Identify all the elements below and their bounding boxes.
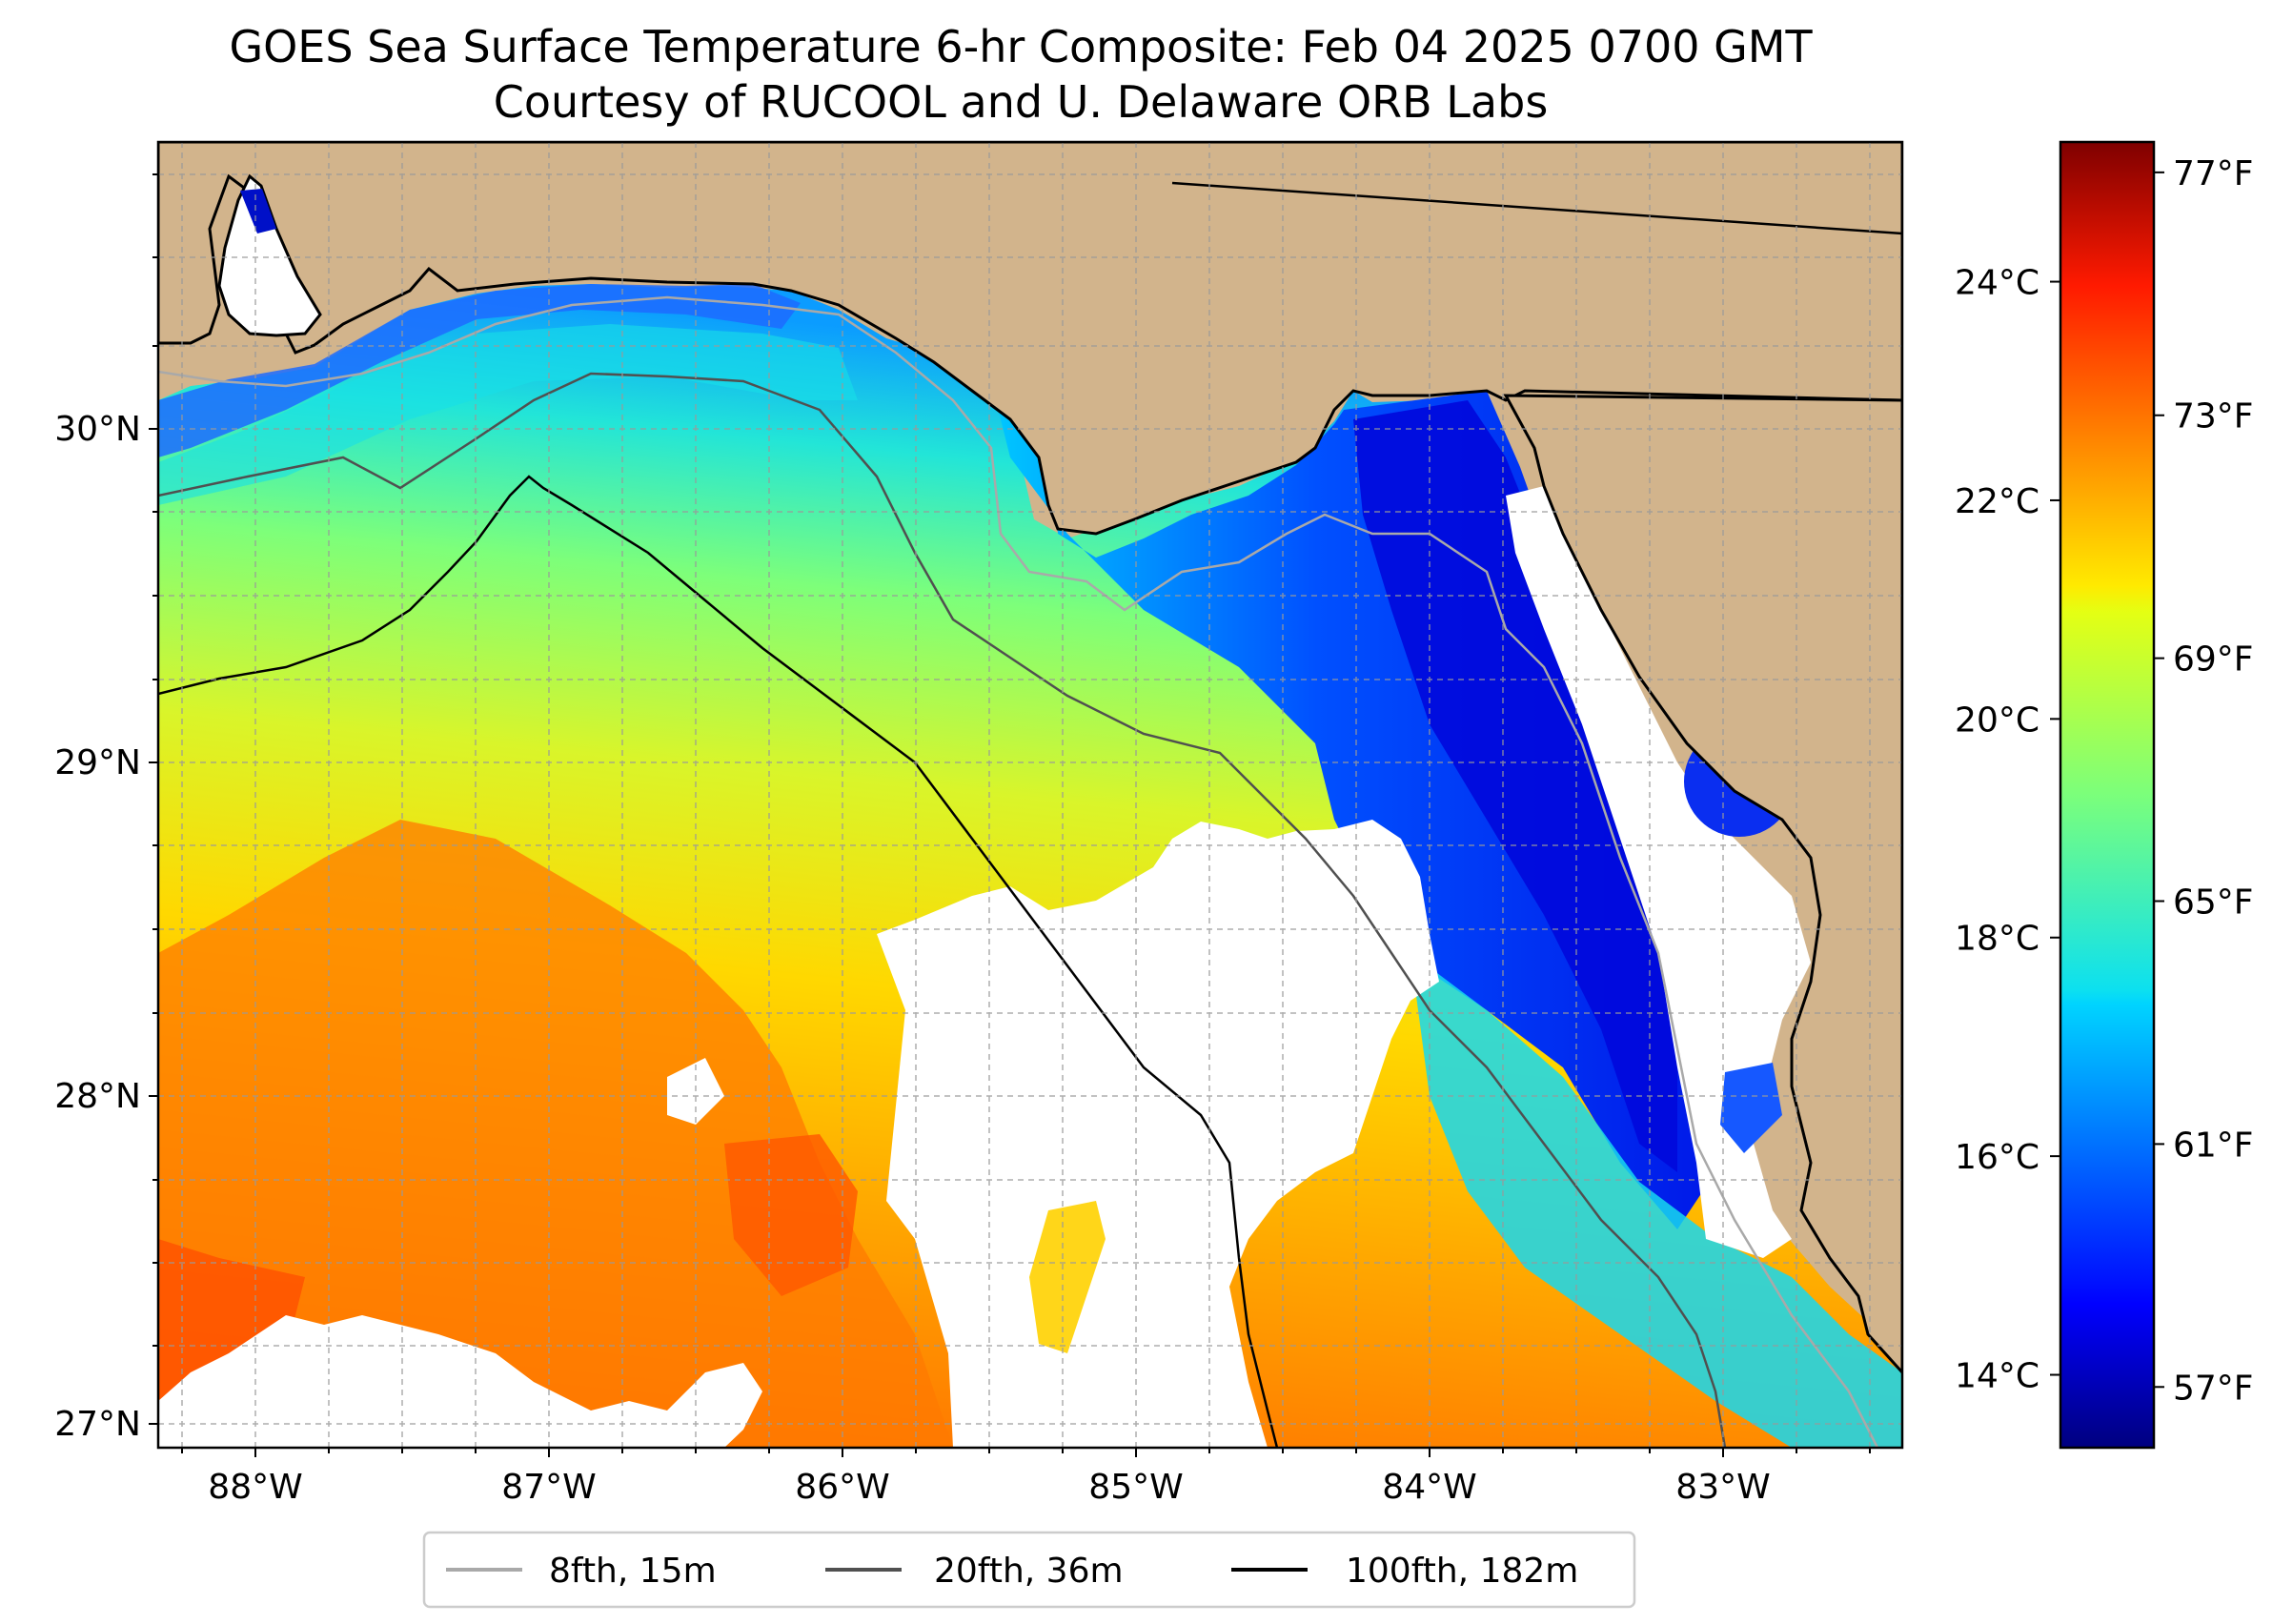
colorbar-celsius-axis: 24°C 22°C 20°C 18°C 16°C 14°C (1955, 264, 2060, 1396)
land-florida (1503, 394, 1902, 1375)
colorbar-fahrenheit-label: 77°F (2173, 154, 2254, 193)
lat-tick-marks (149, 173, 158, 1425)
lon-label-84w: 84°W (1382, 1468, 1476, 1507)
colorbar-fahrenheit-label: 73°F (2173, 397, 2254, 436)
lat-label-28: 28°N (54, 1077, 141, 1116)
warm-water (158, 820, 953, 1448)
cloud-mask-central (877, 820, 1439, 1448)
colorbar-celsius-label: 24°C (1955, 264, 2039, 303)
lon-label-85w: 85°W (1088, 1468, 1183, 1507)
cloud-mask-south (158, 1315, 762, 1448)
colorbar-fahrenheit-label: 61°F (2173, 1126, 2254, 1165)
lon-label-86w: 86°W (795, 1468, 889, 1507)
legend-label-8fth: 8fth, 15m (549, 1552, 717, 1591)
lon-tick-marks (181, 1448, 1871, 1457)
colorbar-celsius-label: 16°C (1955, 1138, 2039, 1177)
colorbar-fahrenheit-label: 57°F (2173, 1369, 2254, 1408)
colorbar-fahrenheit-axis: 77°F 73°F 69°F 65°F 61°F 57°F (2154, 154, 2254, 1408)
map-area (158, 142, 1902, 1448)
colorbar-celsius-label: 20°C (1955, 700, 2039, 740)
graticule (158, 142, 1902, 1448)
isobath-100fth (158, 475, 1279, 1448)
colorbar-celsius-label: 14°C (1955, 1357, 2039, 1396)
coastal-cold-water (158, 284, 801, 457)
map-title-line2: Courtesy of RUCOOL and U. Delaware ORB L… (494, 76, 1549, 128)
lon-label-83w: 83°W (1675, 1468, 1770, 1507)
isobath-8fth (158, 295, 1879, 1448)
map-title-line1: GOES Sea Surface Temperature 6-hr Compos… (229, 21, 1813, 72)
map-frame (156, 140, 1904, 1450)
lon-label-87w: 87°W (501, 1468, 596, 1507)
legend-label-100fth: 100fth, 182m (1346, 1552, 1578, 1591)
colorbar-celsius-label: 22°C (1955, 482, 2039, 521)
lat-label-29: 29°N (54, 743, 141, 782)
legend-box (422, 1531, 1636, 1609)
lat-label-30: 30°N (54, 410, 141, 449)
lon-label-88w: 88°W (208, 1468, 302, 1507)
colorbar-fahrenheit-label: 65°F (2173, 883, 2254, 923)
mobile-bay (217, 173, 322, 337)
legend: 8fth, 15m 20fth, 36m 100fth, 182m (422, 1531, 1636, 1609)
lat-label-27: 27°N (54, 1405, 141, 1444)
isobath-20fth (158, 372, 1727, 1448)
colorbar (2059, 140, 2156, 1450)
colorbar-fahrenheit-label: 69°F (2173, 640, 2254, 680)
cloud-mask-florida (1506, 486, 1811, 1258)
colorbar-celsius-label: 18°C (1955, 920, 2039, 959)
legend-label-20fth: 20fth, 36m (934, 1552, 1124, 1591)
